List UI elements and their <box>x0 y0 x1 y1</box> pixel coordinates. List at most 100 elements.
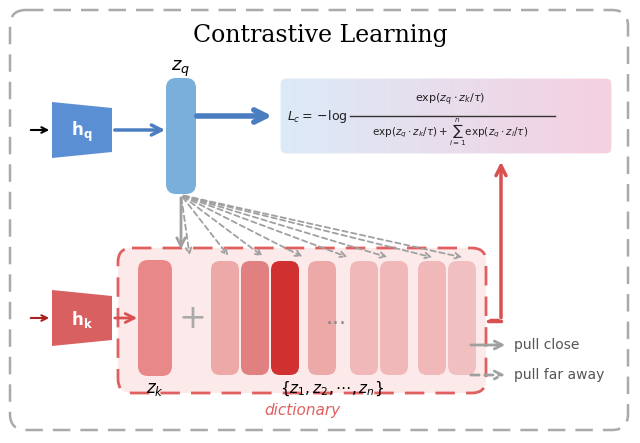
Bar <box>399 73 404 159</box>
Bar <box>344 73 349 159</box>
Text: Contrastive Learning: Contrastive Learning <box>193 23 447 47</box>
Bar <box>583 73 588 159</box>
Bar <box>510 73 515 159</box>
Bar <box>518 73 524 159</box>
Bar <box>416 73 421 159</box>
Bar <box>540 73 545 159</box>
Bar <box>433 73 438 159</box>
Polygon shape <box>52 102 112 158</box>
Bar <box>429 73 434 159</box>
Text: pull close: pull close <box>514 338 579 352</box>
FancyBboxPatch shape <box>448 261 476 375</box>
Bar <box>502 73 507 159</box>
FancyBboxPatch shape <box>241 261 269 375</box>
Bar <box>446 73 451 159</box>
Text: $\mathbf{h_k}$: $\mathbf{h_k}$ <box>71 310 93 330</box>
Bar <box>382 73 387 159</box>
Bar <box>489 73 494 159</box>
Bar <box>339 73 344 159</box>
Bar <box>408 73 413 159</box>
Text: $z_k$: $z_k$ <box>146 381 164 397</box>
Bar <box>438 73 443 159</box>
Bar <box>292 73 298 159</box>
Bar <box>612 73 618 159</box>
FancyBboxPatch shape <box>10 10 628 430</box>
Bar <box>424 73 430 159</box>
Bar <box>515 73 520 159</box>
Bar <box>527 73 532 159</box>
FancyBboxPatch shape <box>350 261 378 375</box>
Polygon shape <box>52 290 112 346</box>
Bar <box>476 73 481 159</box>
Bar <box>395 73 400 159</box>
Bar <box>335 73 340 159</box>
Bar <box>531 73 537 159</box>
Bar <box>506 73 511 159</box>
Bar <box>484 73 490 159</box>
Bar <box>412 73 417 159</box>
Bar <box>545 73 550 159</box>
Text: +: + <box>178 302 206 334</box>
Bar <box>557 73 563 159</box>
Bar <box>570 73 575 159</box>
Bar <box>463 73 468 159</box>
Bar <box>523 73 528 159</box>
Bar <box>566 73 571 159</box>
Bar <box>600 73 605 159</box>
Bar <box>553 73 558 159</box>
Text: dictionary: dictionary <box>264 403 340 417</box>
Bar <box>284 73 289 159</box>
Bar <box>548 73 554 159</box>
Bar <box>296 73 301 159</box>
Bar <box>591 73 596 159</box>
Text: $\exp(z_q \cdot z_k/\tau)$: $\exp(z_q \cdot z_k/\tau)$ <box>415 92 485 108</box>
Bar <box>480 73 486 159</box>
Bar <box>331 73 336 159</box>
Bar <box>467 73 473 159</box>
FancyBboxPatch shape <box>166 78 196 194</box>
Bar <box>403 73 408 159</box>
Bar <box>352 73 357 159</box>
Bar <box>378 73 383 159</box>
Bar <box>288 73 293 159</box>
Bar <box>497 73 502 159</box>
Bar <box>561 73 566 159</box>
Bar <box>609 73 614 159</box>
FancyBboxPatch shape <box>418 261 446 375</box>
Text: ...: ... <box>326 308 346 328</box>
Bar <box>317 73 323 159</box>
Bar <box>360 73 366 159</box>
Bar <box>279 73 285 159</box>
Bar <box>442 73 447 159</box>
FancyBboxPatch shape <box>211 261 239 375</box>
Bar <box>365 73 370 159</box>
FancyBboxPatch shape <box>308 261 336 375</box>
Bar <box>369 73 374 159</box>
FancyBboxPatch shape <box>138 260 172 376</box>
Bar <box>451 73 456 159</box>
Text: $L_c = -\!\log$: $L_c = -\!\log$ <box>287 108 348 124</box>
Bar <box>459 73 464 159</box>
Bar <box>373 73 379 159</box>
FancyBboxPatch shape <box>380 261 408 375</box>
Bar <box>305 73 310 159</box>
Text: pull far away: pull far away <box>514 368 604 382</box>
Bar <box>454 73 460 159</box>
FancyBboxPatch shape <box>118 248 486 393</box>
Bar <box>587 73 593 159</box>
FancyBboxPatch shape <box>271 261 299 375</box>
Bar <box>574 73 580 159</box>
Bar <box>301 73 306 159</box>
Text: $\exp(z_q \cdot z_k/\tau)+\sum_{i=1}^{n}\exp(z_q \cdot z_i/\tau)$: $\exp(z_q \cdot z_k/\tau)+\sum_{i=1}^{n}… <box>372 116 528 148</box>
Bar <box>596 73 601 159</box>
Bar <box>348 73 353 159</box>
Bar <box>322 73 327 159</box>
Text: $\mathbf{h_q}$: $\mathbf{h_q}$ <box>71 120 93 144</box>
Bar <box>386 73 392 159</box>
Bar <box>314 73 319 159</box>
Bar <box>579 73 584 159</box>
Text: $z_q$: $z_q$ <box>172 59 191 79</box>
Bar <box>326 73 332 159</box>
Bar <box>604 73 609 159</box>
Bar <box>420 73 426 159</box>
